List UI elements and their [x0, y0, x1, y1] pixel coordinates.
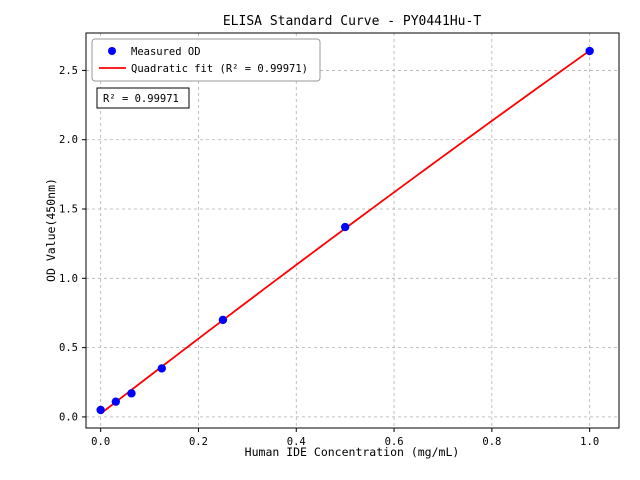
x-tick-label: 0.6: [385, 436, 404, 448]
legend-marker-measured-od: [108, 47, 116, 55]
data-point: [340, 222, 350, 232]
annotation-text: R² = 0.99971: [103, 93, 179, 105]
annotation-box: [96, 87, 190, 109]
data-point: [585, 46, 594, 56]
chart-title: ELISA Standard Curve - PY0441Hu-T: [223, 14, 481, 29]
legend-label-quadratic-fit: Quadratic fit (R² = 0.99971): [131, 63, 308, 75]
data-point: [111, 397, 121, 406]
x-tick-label: 0.4: [287, 436, 306, 448]
x-tick-label: 0.8: [482, 436, 501, 448]
data-point: [157, 364, 166, 373]
x-tick-label: 1.0: [580, 436, 599, 448]
plot-frame: [85, 32, 620, 429]
legend-box: [91, 38, 321, 82]
legend: Measured OD Quadratic fit (R² = 0.99971): [91, 38, 321, 82]
legend-label-measured-od: Measured OD: [131, 46, 201, 58]
x-tick-label: 0.0: [91, 436, 110, 448]
x-axis-label: Human IDE Concentration (mg/mL): [245, 445, 460, 459]
y-tick-label: 0.5: [59, 342, 78, 354]
y-tick-label: 0.0: [59, 411, 78, 423]
r-squared-annotation: R² = 0.99971: [96, 87, 190, 109]
y-tick-label: 2.0: [59, 134, 78, 146]
y-tick-label: 1.0: [59, 273, 78, 285]
y-axis-label: OD Value(450nm): [44, 178, 58, 282]
axes-layer: 0.0 0.2 0.4 0.6 0.8 1.0 0.0 0.5 1.0 1.5 2.0 2.5: [59, 32, 620, 448]
data-point: [218, 315, 228, 325]
grid-layer: [86, 33, 619, 428]
data-point: [127, 389, 136, 398]
y-tick-label: 2.5: [59, 65, 78, 77]
y-tick-label: 1.5: [59, 204, 78, 216]
data-point: [96, 405, 105, 415]
x-tick-label: 0.2: [189, 436, 208, 448]
measured-od-points: [96, 46, 594, 415]
